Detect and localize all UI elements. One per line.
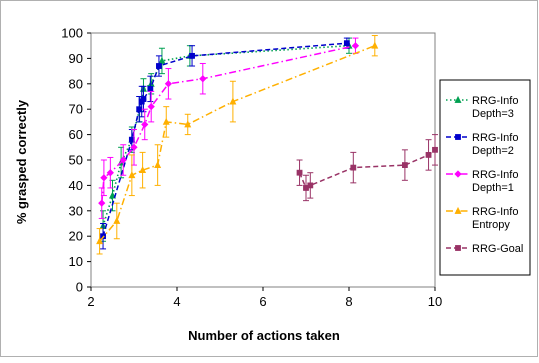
data-point-marker (296, 169, 303, 176)
data-point-marker (130, 143, 138, 151)
data-point-marker (158, 56, 166, 64)
y-tick-label: 70 (69, 102, 83, 117)
x-axis-title: Number of actions taken (188, 328, 340, 343)
data-point-marker (164, 80, 173, 88)
y-tick-label: 20 (69, 229, 83, 244)
data-point-marker (140, 96, 147, 102)
data-point-marker (128, 171, 136, 179)
data-point-marker (371, 41, 379, 49)
legend-item-4: RRG-Goal (446, 243, 523, 255)
data-point-marker (425, 152, 432, 158)
data-point-marker (307, 182, 314, 189)
data-point-marker (454, 206, 462, 214)
legend-label: RRG-Goal (472, 243, 523, 255)
data-point-marker (147, 103, 155, 111)
y-tick-label: 80 (69, 76, 83, 91)
data-point-marker (154, 161, 162, 168)
data-point-marker (96, 237, 104, 245)
legend-item-2: RRG-Info Depth=1 (446, 169, 518, 194)
data-point-marker (162, 117, 170, 125)
data-point-marker (141, 120, 149, 129)
y-tick-label: 40 (69, 178, 83, 193)
legend-label: RRG-Info Depth=2 (472, 132, 518, 157)
data-point-marker (109, 191, 116, 199)
legend: RRG-Info Depth=3 RRG-Info Depth=2 RRG-Info De… (439, 79, 531, 276)
data-point-marker (106, 169, 114, 177)
data-point-marker (189, 52, 195, 59)
data-point-marker (199, 75, 207, 83)
data-point-marker (351, 42, 360, 50)
x-tick-label: 2 (87, 294, 94, 309)
data-point-marker (455, 134, 461, 140)
series-line (101, 44, 356, 204)
data-point-marker (100, 174, 108, 182)
data-point-marker (147, 85, 154, 92)
axes: 0 10 20 30 40 50 60 70 80 90 100 2 4 6 8 10 (61, 26, 442, 310)
y-tick-label: 90 (69, 51, 83, 66)
data-point-marker (113, 216, 121, 224)
y-tick-label: 60 (69, 127, 83, 142)
data-point-marker (156, 63, 162, 69)
y-tick-label: 30 (69, 203, 83, 218)
data-point-marker (184, 120, 192, 128)
data-point-marker (401, 162, 408, 168)
data-point-marker (98, 199, 106, 207)
x-tick-label: 6 (259, 294, 266, 309)
legend-label: RRG-Info Depth=3 (472, 95, 518, 120)
data-point-marker (139, 166, 147, 174)
y-tick-label: 100 (61, 26, 83, 41)
series-line (102, 42, 347, 237)
legend-label: RRG-Info Depth=1 (472, 169, 518, 194)
data-point-marker (350, 164, 357, 171)
y-tick-label: 0 (76, 280, 83, 295)
series-3 (96, 35, 379, 255)
data-point-marker (136, 106, 143, 113)
y-axis-title: % grasped correctly (14, 99, 29, 224)
series-2 (98, 37, 360, 219)
legend-box (439, 79, 531, 276)
data-point-marker (119, 156, 127, 164)
data-point-marker (455, 245, 461, 251)
legend-item-1: RRG-Info Depth=2 (446, 132, 518, 157)
data-point-marker (432, 146, 438, 153)
data-point-marker (343, 40, 350, 47)
y-tick-label: 50 (69, 153, 83, 168)
legend-item-3: RRG-Info Entropy (446, 206, 518, 231)
x-tick-label: 8 (345, 294, 352, 309)
plot-series (96, 35, 438, 255)
legend-label: RRG-Info Entropy (472, 206, 518, 231)
data-point-marker (454, 170, 462, 178)
data-point-marker (454, 95, 462, 103)
legend-item-0: RRG-Info Depth=3 (446, 95, 518, 120)
data-point-marker (229, 97, 237, 105)
x-tick-label: 4 (173, 294, 180, 309)
y-tick-label: 10 (69, 254, 83, 269)
x-tick-label: 10 (428, 294, 442, 309)
series-4 (296, 134, 438, 202)
